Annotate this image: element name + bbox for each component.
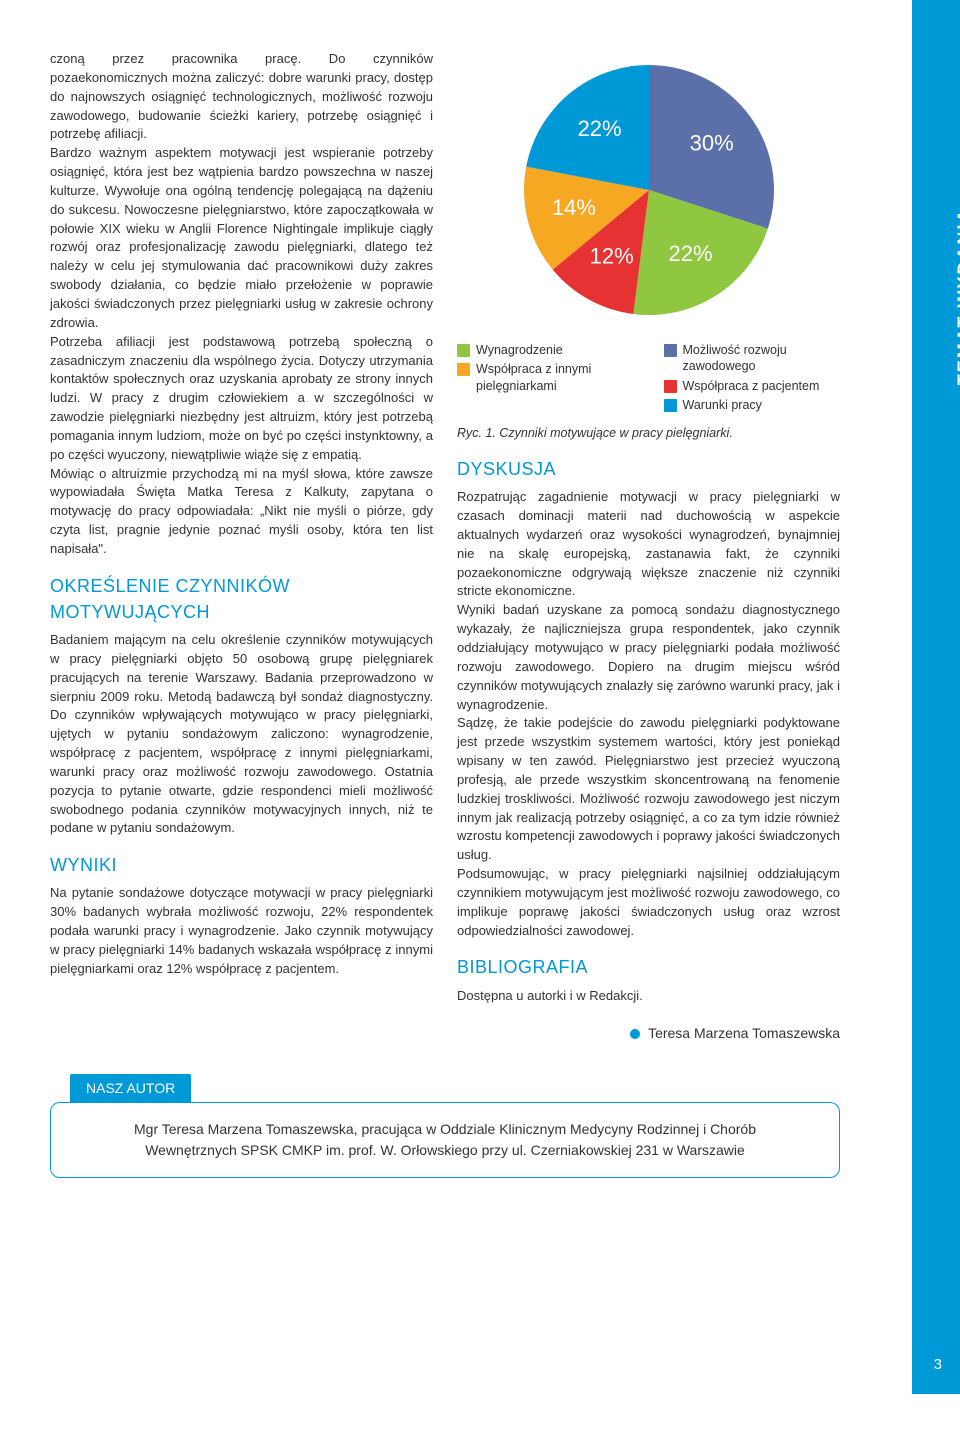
side-decoration-icon — [860, 1144, 910, 1274]
legend-label: Współpraca z innymi pielęgniarkami — [476, 361, 634, 394]
legend-item: Możliwość rozwoju zawodowego — [664, 342, 841, 375]
body-text: Badaniem mającym na celu określenie czyn… — [50, 631, 433, 838]
legend-swatch-icon — [457, 363, 470, 376]
author-byline: Teresa Marzena Tomaszewska — [457, 1023, 840, 1043]
right-column: 30% 22% 12% 14% 22% Wynagrodzenie Współpraca … — [457, 50, 840, 1044]
body-text: Bardzo ważnym aspektem motywacji jest ws… — [50, 144, 433, 332]
legend-left: Wynagrodzenie Współpraca z innymi pielęgn… — [457, 342, 634, 416]
legend-swatch-icon — [664, 344, 677, 357]
body-text: czoną przez pracownika pracę. Do czynnik… — [50, 50, 433, 144]
pie-slice-label: 14% — [551, 195, 595, 220]
side-tab: TEMAT WYDANIA 3 — [912, 0, 960, 1394]
side-tab-label: TEMAT WYDANIA — [952, 208, 960, 386]
section-heading-okreslenie: OKREŚLENIE CZYNNIKÓW MOTYWUJĄCYCH — [50, 573, 433, 625]
body-text: Mówiąc o altruizmie przychodzą mi na myś… — [50, 465, 433, 559]
legend-swatch-icon — [664, 380, 677, 393]
legend-item: Wynagrodzenie — [457, 342, 634, 358]
pie-slice-label: 22% — [668, 241, 712, 266]
section-heading-wyniki: WYNIKI — [50, 852, 433, 878]
figure-caption: Ryc. 1. Czynniki motywujące w pracy piel… — [457, 424, 840, 442]
legend-label: Możliwość rozwoju zawodowego — [683, 342, 841, 375]
page-number: 3 — [934, 1354, 942, 1376]
author-dot-icon — [630, 1029, 640, 1039]
author-box-wrap: NASZ AUTOR Mgr Teresa Marzena Tomaszewsk… — [50, 1074, 840, 1178]
author-box-tab: NASZ AUTOR — [70, 1074, 191, 1102]
content-columns: czoną przez pracownika pracę. Do czynnik… — [50, 50, 840, 1044]
pie-slice-label: 22% — [577, 116, 621, 141]
legend-item: Współpraca z innymi pielęgniarkami — [457, 361, 634, 394]
author-box: Mgr Teresa Marzena Tomaszewska, pracując… — [50, 1102, 840, 1178]
author-box-text: Mgr Teresa Marzena Tomaszewska, pracując… — [134, 1121, 756, 1158]
pie-slice-label: 12% — [589, 244, 633, 269]
body-text: Rozpatrując zagadnienie motywacji w prac… — [457, 488, 840, 601]
left-column: czoną przez pracownika pracę. Do czynnik… — [50, 50, 433, 1044]
legend-item: Warunki pracy — [664, 397, 841, 413]
legend-swatch-icon — [457, 344, 470, 357]
body-text: Sądzę, że takie podejście do zawodu piel… — [457, 714, 840, 865]
legend-item: Współpraca z pacjentem — [664, 378, 841, 394]
page: TEMAT WYDANIA 3 czoną przez pracownika p… — [0, 0, 960, 1394]
section-heading-dyskusja: DYSKUSJA — [457, 456, 840, 482]
pie-chart-svg: 30% 22% 12% 14% 22% — [509, 50, 789, 330]
legend-label: Wynagrodzenie — [476, 342, 563, 358]
pie-slice-label: 30% — [689, 130, 733, 155]
author-name: Teresa Marzena Tomaszewska — [648, 1023, 840, 1043]
chart-legend: Wynagrodzenie Współpraca z innymi pielęgn… — [457, 342, 840, 416]
legend-right: Możliwość rozwoju zawodowego Współpraca z… — [664, 342, 841, 416]
body-text: Potrzeba afiliacji jest podstawową potrz… — [50, 333, 433, 465]
body-text: Dostępna u autorki i w Redakcji. — [457, 987, 840, 1006]
legend-label: Warunki pracy — [683, 397, 762, 413]
body-text: Na pytanie sondażowe dotyczące motywacji… — [50, 884, 433, 978]
body-text: Wyniki badań uzyskane za pomocą sondażu … — [457, 601, 840, 714]
body-text: Podsumowując, w pracy pielęgniarki najsi… — [457, 865, 840, 940]
legend-label: Współpraca z pacjentem — [683, 378, 820, 394]
legend-swatch-icon — [664, 399, 677, 412]
section-heading-bibliografia: BIBLIOGRAFIA — [457, 954, 840, 980]
pie-chart: 30% 22% 12% 14% 22% — [457, 50, 840, 330]
